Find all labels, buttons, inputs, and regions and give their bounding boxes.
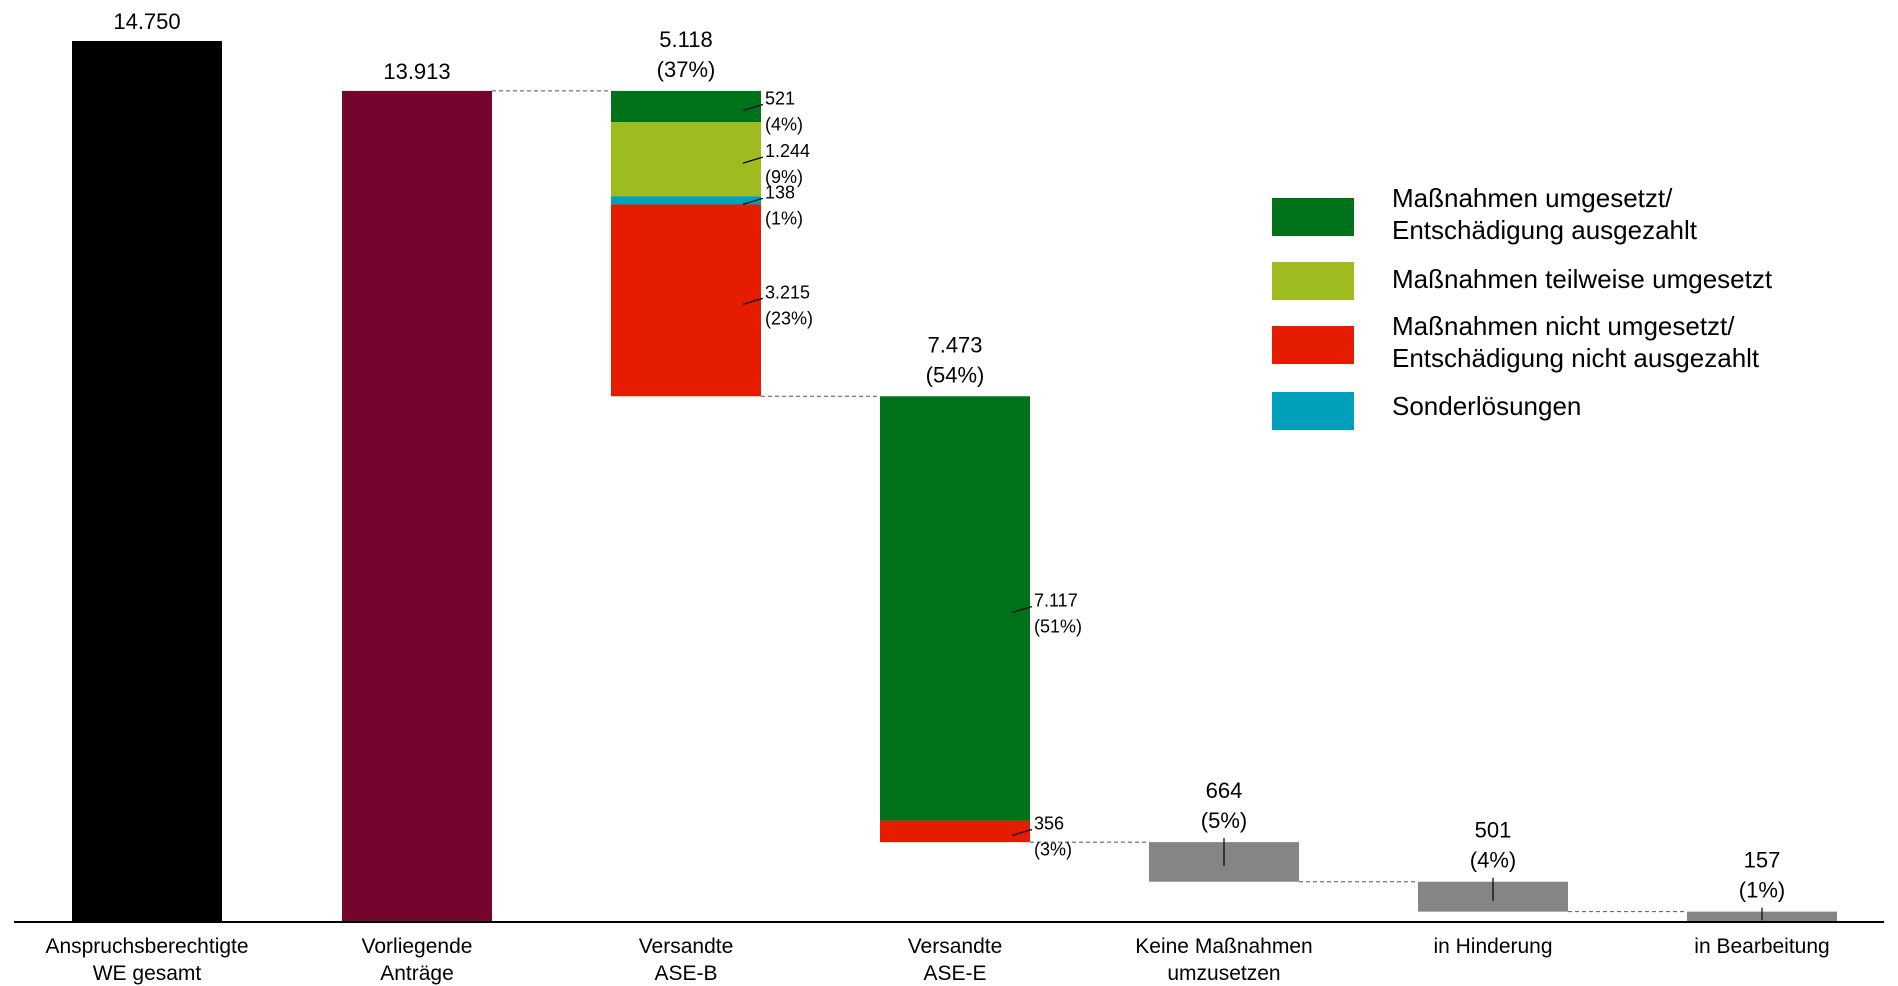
segment-share-label-3-0: (51%) [1034,617,1082,637]
category-label-6: in Bearbeitung [1694,935,1829,958]
segment-value-label-3-0: 7.117 [1034,591,1078,611]
segment-share-label-2-1: (9%) [765,167,803,187]
bar-total-label-3: 7.473 [927,332,982,357]
category-label-line: Versandte [908,935,1003,958]
legend-label-nicht: Maßnahmen nicht umgesetzt/ Entschädigung… [1392,311,1760,373]
category-label-5: in Hinderung [1433,935,1552,958]
legend-swatch-nicht [1272,326,1354,364]
data-labels: 14.750 13.913 521 (4%) 1.244 (9%)138 (1%) 3.215… [113,9,1785,921]
bar-segment-1-0 [342,90,492,921]
bar-total-label-6: 157 [1744,848,1781,873]
bar-segment-2-0 [611,90,761,123]
segment-leader-3-0 [1011,606,1033,614]
category-label-line: Keine Maßnahmen [1135,935,1312,958]
bar-segment-3-1 [880,820,1030,843]
segment-leader-2-1 [742,156,764,164]
segment-value-label-2-0: 521 [765,88,795,108]
category-label-line: umzusetzen [1167,962,1280,985]
legend-label-umgesetzt: Maßnahmen umgesetzt/ Entschädigung ausge… [1392,183,1698,245]
bar-total-label-5: 501 [1475,818,1512,843]
category-label-line: Anträge [380,962,454,985]
bar-share-label-6: (1%) [1739,878,1785,903]
category-label-2: Versandte ASE-B [639,935,734,985]
connector-lines [492,90,1687,913]
bar-segment-2-2 [611,196,761,205]
bars [72,41,1837,921]
segment-value-label-2-1: 1.244 [765,141,810,161]
bar-segment-2-3 [611,204,761,397]
legend-swatch-sonder [1272,392,1354,430]
segment-value-label-2-2: 138 [765,182,795,202]
segment-share-label-3-1: (3%) [1034,840,1072,860]
segment-leader-2-2 [742,197,764,205]
bar-segment-2-1 [611,122,761,197]
category-labels: Anspruchsberechtigte WE gesamt Vorliegende… [45,935,1829,985]
bar-total-label-1: 13.913 [383,59,450,84]
bar-total-label-4: 664 [1206,778,1243,803]
category-label-3: Versandte ASE-E [908,935,1003,985]
category-label-line: ASE-B [654,962,717,985]
segment-leader-3-1 [1011,828,1033,837]
category-label-line: WE gesamt [93,962,202,985]
segment-value-label-3-1: 356 [1034,814,1064,834]
legend-swatch-umgesetzt [1272,198,1354,236]
bar-share-label-5: (4%) [1470,848,1516,873]
segment-share-label-2-2: (1%) [765,208,803,228]
bar-segment-0-0 [72,41,222,921]
bar-share-label-2: (37%) [657,57,716,82]
category-label-line: Versandte [639,935,734,958]
legend-label-sonder: Sonderlösungen [1392,391,1582,421]
bar-total-label-0: 14.750 [113,9,180,34]
category-label-line: in Hinderung [1433,935,1552,958]
category-label-1: Vorliegende Anträge [362,935,473,985]
legend-label-teilweise: Maßnahmen teilweise umgesetzt [1392,264,1773,294]
segment-leader-2-3 [742,297,764,305]
category-label-line: in Bearbeitung [1694,935,1829,958]
legend-swatch-teilweise [1272,262,1354,300]
bar-segment-3-0 [880,396,1030,821]
bar-share-label-4: (5%) [1201,808,1247,833]
category-label-line: Anspruchsberechtigte [45,935,248,958]
category-label-4: Keine Maßnahmen umzusetzen [1135,935,1312,985]
segment-share-label-2-0: (4%) [765,114,803,134]
category-label-line: Vorliegende [362,935,473,958]
segment-leader-2-0 [742,103,764,112]
category-label-0: Anspruchsberechtigte WE gesamt [45,935,248,985]
bar-share-label-3: (54%) [926,362,985,387]
category-label-line: ASE-E [923,962,986,985]
segment-share-label-2-3: (23%) [765,308,813,328]
segment-value-label-2-3: 3.215 [765,282,810,302]
bar-total-label-2: 5.118 [659,27,712,52]
